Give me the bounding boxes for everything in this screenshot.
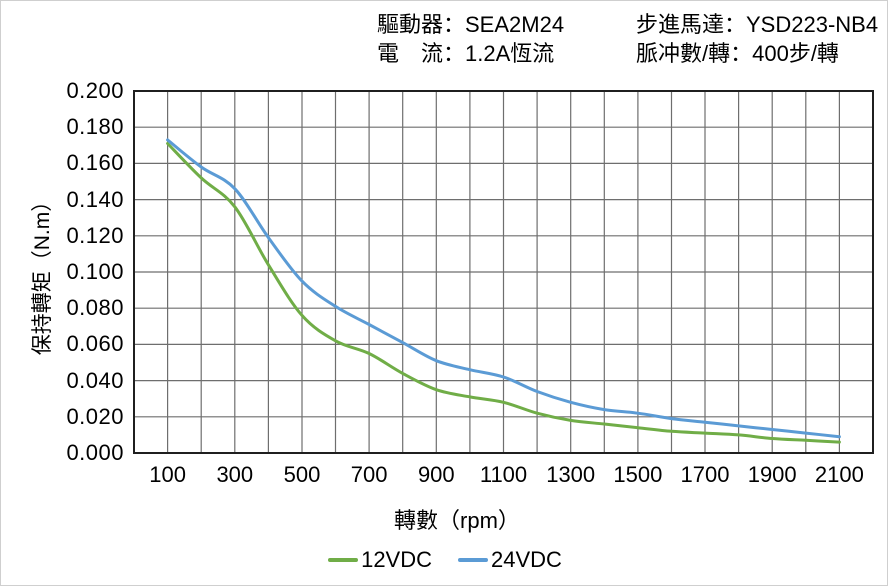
y-tick-label: 0.200: [66, 78, 124, 103]
legend-swatch-24vdc-line: [458, 558, 488, 562]
y-tick-label: 0.180: [66, 114, 124, 140]
y-tick-label: 0.100: [66, 259, 124, 284]
x-tick-label: 1500: [613, 462, 663, 487]
plot-border: [133, 90, 874, 454]
x-tick-label: 1300: [546, 462, 596, 487]
series-line-12vdc: [166, 142, 841, 444]
legend-label-12vdc: 12VDC: [361, 547, 432, 572]
y-tick-label: 0.060: [66, 331, 124, 357]
x-tick-label: 1900: [747, 462, 797, 487]
legend-label-24vdc: 24VDC: [491, 547, 562, 572]
x-tick-label: 2100: [814, 462, 864, 487]
legend-swatch-12vdc-line: [328, 558, 359, 562]
legend-item-24vdc: 24VDC: [458, 546, 562, 574]
y-tick-label: 0.080: [66, 295, 124, 321]
x-tick-label: 300: [216, 462, 254, 487]
y-tick-label: 0.040: [66, 367, 124, 393]
y-tick-label: 0.020: [66, 403, 124, 429]
y-tick-label: 0.000: [66, 440, 124, 465]
x-tick-label: 100: [149, 462, 186, 487]
x-tick-label: 500: [283, 462, 321, 487]
y-axis-title: 保持轉矩（N.m）: [31, 190, 54, 356]
x-tick-label: 700: [350, 462, 388, 487]
x-axis-title: 轉數（rpm）: [394, 508, 520, 533]
legend: 12VDC 24VDC: [1, 546, 887, 574]
y-tick-label: 0.120: [66, 222, 124, 248]
series-line-24vdc: [166, 138, 841, 439]
x-tick-label: 900: [417, 462, 455, 487]
header-driver: 驅動器：SEA2M24: [377, 12, 565, 37]
x-tick-label: 1100: [479, 462, 528, 487]
header-motor: 步進馬達：YSD223-NB4: [636, 12, 879, 37]
header-current: 電 流：1.2A恆流: [377, 41, 555, 66]
x-tick-label: 1700: [680, 462, 730, 487]
legend-item-12vdc: 12VDC: [328, 546, 432, 574]
header-pulses: 脈冲數/轉：400步/轉: [636, 41, 839, 66]
y-tick-label: 0.140: [66, 186, 124, 212]
y-tick-label: 0.160: [66, 150, 124, 176]
